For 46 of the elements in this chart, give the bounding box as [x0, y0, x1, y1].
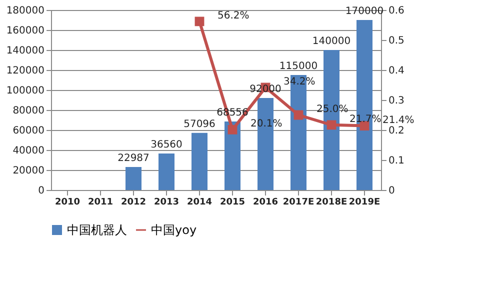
x-tick-label: 2017E: [282, 198, 314, 208]
x-tick-label: 2014: [186, 198, 212, 208]
x-tick-label: 2016: [252, 198, 278, 208]
y-tick-label: 180000: [6, 6, 44, 16]
y-tick-label: 60000: [12, 126, 44, 136]
bar: [158, 153, 174, 190]
point: [326, 120, 336, 130]
y-tick-label: 40000: [12, 146, 44, 156]
data-label: 25.0%: [316, 104, 348, 115]
y2-tick-label: 0.4: [388, 66, 404, 76]
point: [194, 16, 204, 26]
bar: [192, 132, 208, 190]
data-label: 56.2%: [218, 10, 250, 22]
y-tick-label: 120000: [6, 66, 44, 76]
y2-tick-label: 0: [388, 186, 395, 196]
data-label: 21.4%: [382, 114, 414, 126]
x-tick-label: 2010: [54, 198, 80, 208]
data-label: 57096: [184, 118, 216, 130]
data-label: 22987: [118, 153, 150, 164]
point: [228, 124, 238, 134]
y2-tick-label: 0.5: [388, 36, 404, 46]
x-tick-label: 2018E: [316, 198, 348, 208]
data-label: 170000: [345, 6, 384, 17]
data-label: 21.7%: [350, 114, 382, 125]
x-tick-label: 2012: [120, 198, 146, 208]
x-tick-label: 2015: [220, 198, 246, 208]
x-tick-label: 2011: [88, 198, 114, 208]
y-tick-label: 20000: [12, 166, 44, 176]
data-label: 140000: [312, 36, 351, 47]
y2-tick-label: 0.6: [388, 6, 404, 16]
y-tick-label: 140000: [6, 46, 44, 56]
y-tick-label: 80000: [12, 106, 44, 116]
x-tick-label: 2019E: [348, 198, 380, 208]
y-tick-label: 0: [38, 186, 44, 196]
legend-label: 中国机器人: [67, 223, 127, 237]
y-tick-label: 160000: [6, 26, 44, 36]
legend-label: 中国yoy: [151, 223, 197, 237]
data-label: 36560: [150, 139, 182, 150]
y2-tick-label: 0.1: [388, 156, 404, 166]
y2-tick-label: 0.3: [388, 96, 404, 106]
point: [294, 110, 304, 120]
bar: [126, 167, 142, 190]
y2-tick-label: 0.2: [388, 126, 404, 136]
data-label: 115000: [279, 61, 318, 72]
y-tick-label: 100000: [6, 86, 44, 96]
x-tick-label: 2013: [154, 198, 180, 208]
